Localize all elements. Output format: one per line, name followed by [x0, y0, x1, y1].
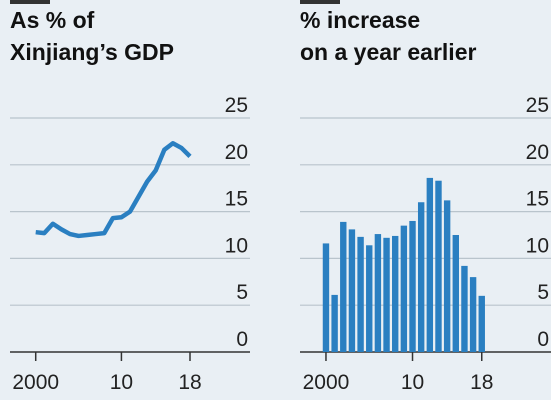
bar: [348, 229, 356, 352]
bar: [409, 220, 416, 352]
bar: [357, 236, 364, 352]
x-tick-label: 18: [470, 371, 493, 394]
bar: [400, 225, 408, 352]
chart-title: % increase: [300, 7, 420, 33]
title-rule: [10, 0, 50, 4]
x-tick-label: 10: [401, 371, 424, 394]
chart-title: As % of: [10, 7, 95, 33]
y-tick-label: 0: [537, 328, 549, 351]
bar: [478, 295, 485, 352]
chart-title: Xinjiang’s GDP: [10, 39, 174, 65]
y-tick-label: 20: [225, 141, 248, 164]
bar: [435, 180, 442, 352]
chart-title: on a year earlier: [300, 39, 476, 65]
y-tick-label: 5: [537, 281, 549, 304]
x-tick-label: 10: [110, 371, 133, 394]
y-tick-label: 10: [225, 234, 248, 257]
y-tick-label: 5: [236, 281, 248, 304]
bar: [366, 245, 373, 352]
y-tick-label: 20: [526, 141, 549, 164]
line: [35, 141, 192, 239]
y-tick-label: 10: [526, 234, 549, 257]
bar: [426, 177, 434, 352]
x-tick-label: 2000: [12, 371, 59, 394]
bar: [469, 277, 477, 352]
y-tick-label: 15: [526, 188, 549, 211]
x-tick-label: 18: [178, 371, 201, 394]
bar: [461, 265, 468, 352]
bar: [340, 221, 347, 352]
bar: [443, 200, 451, 352]
bar: [417, 202, 425, 352]
bar: [322, 243, 330, 352]
bar: [392, 235, 399, 352]
bar: [331, 294, 338, 352]
title-rule: [300, 0, 340, 4]
y-tick-label: 0: [236, 328, 248, 351]
bar: [374, 234, 382, 352]
bar: [383, 237, 390, 352]
y-tick-label: 15: [225, 188, 248, 211]
bar: [452, 235, 459, 352]
y-tick-label: 25: [526, 94, 549, 117]
y-tick-label: 25: [225, 94, 248, 117]
x-tick-label: 2000: [303, 371, 350, 394]
